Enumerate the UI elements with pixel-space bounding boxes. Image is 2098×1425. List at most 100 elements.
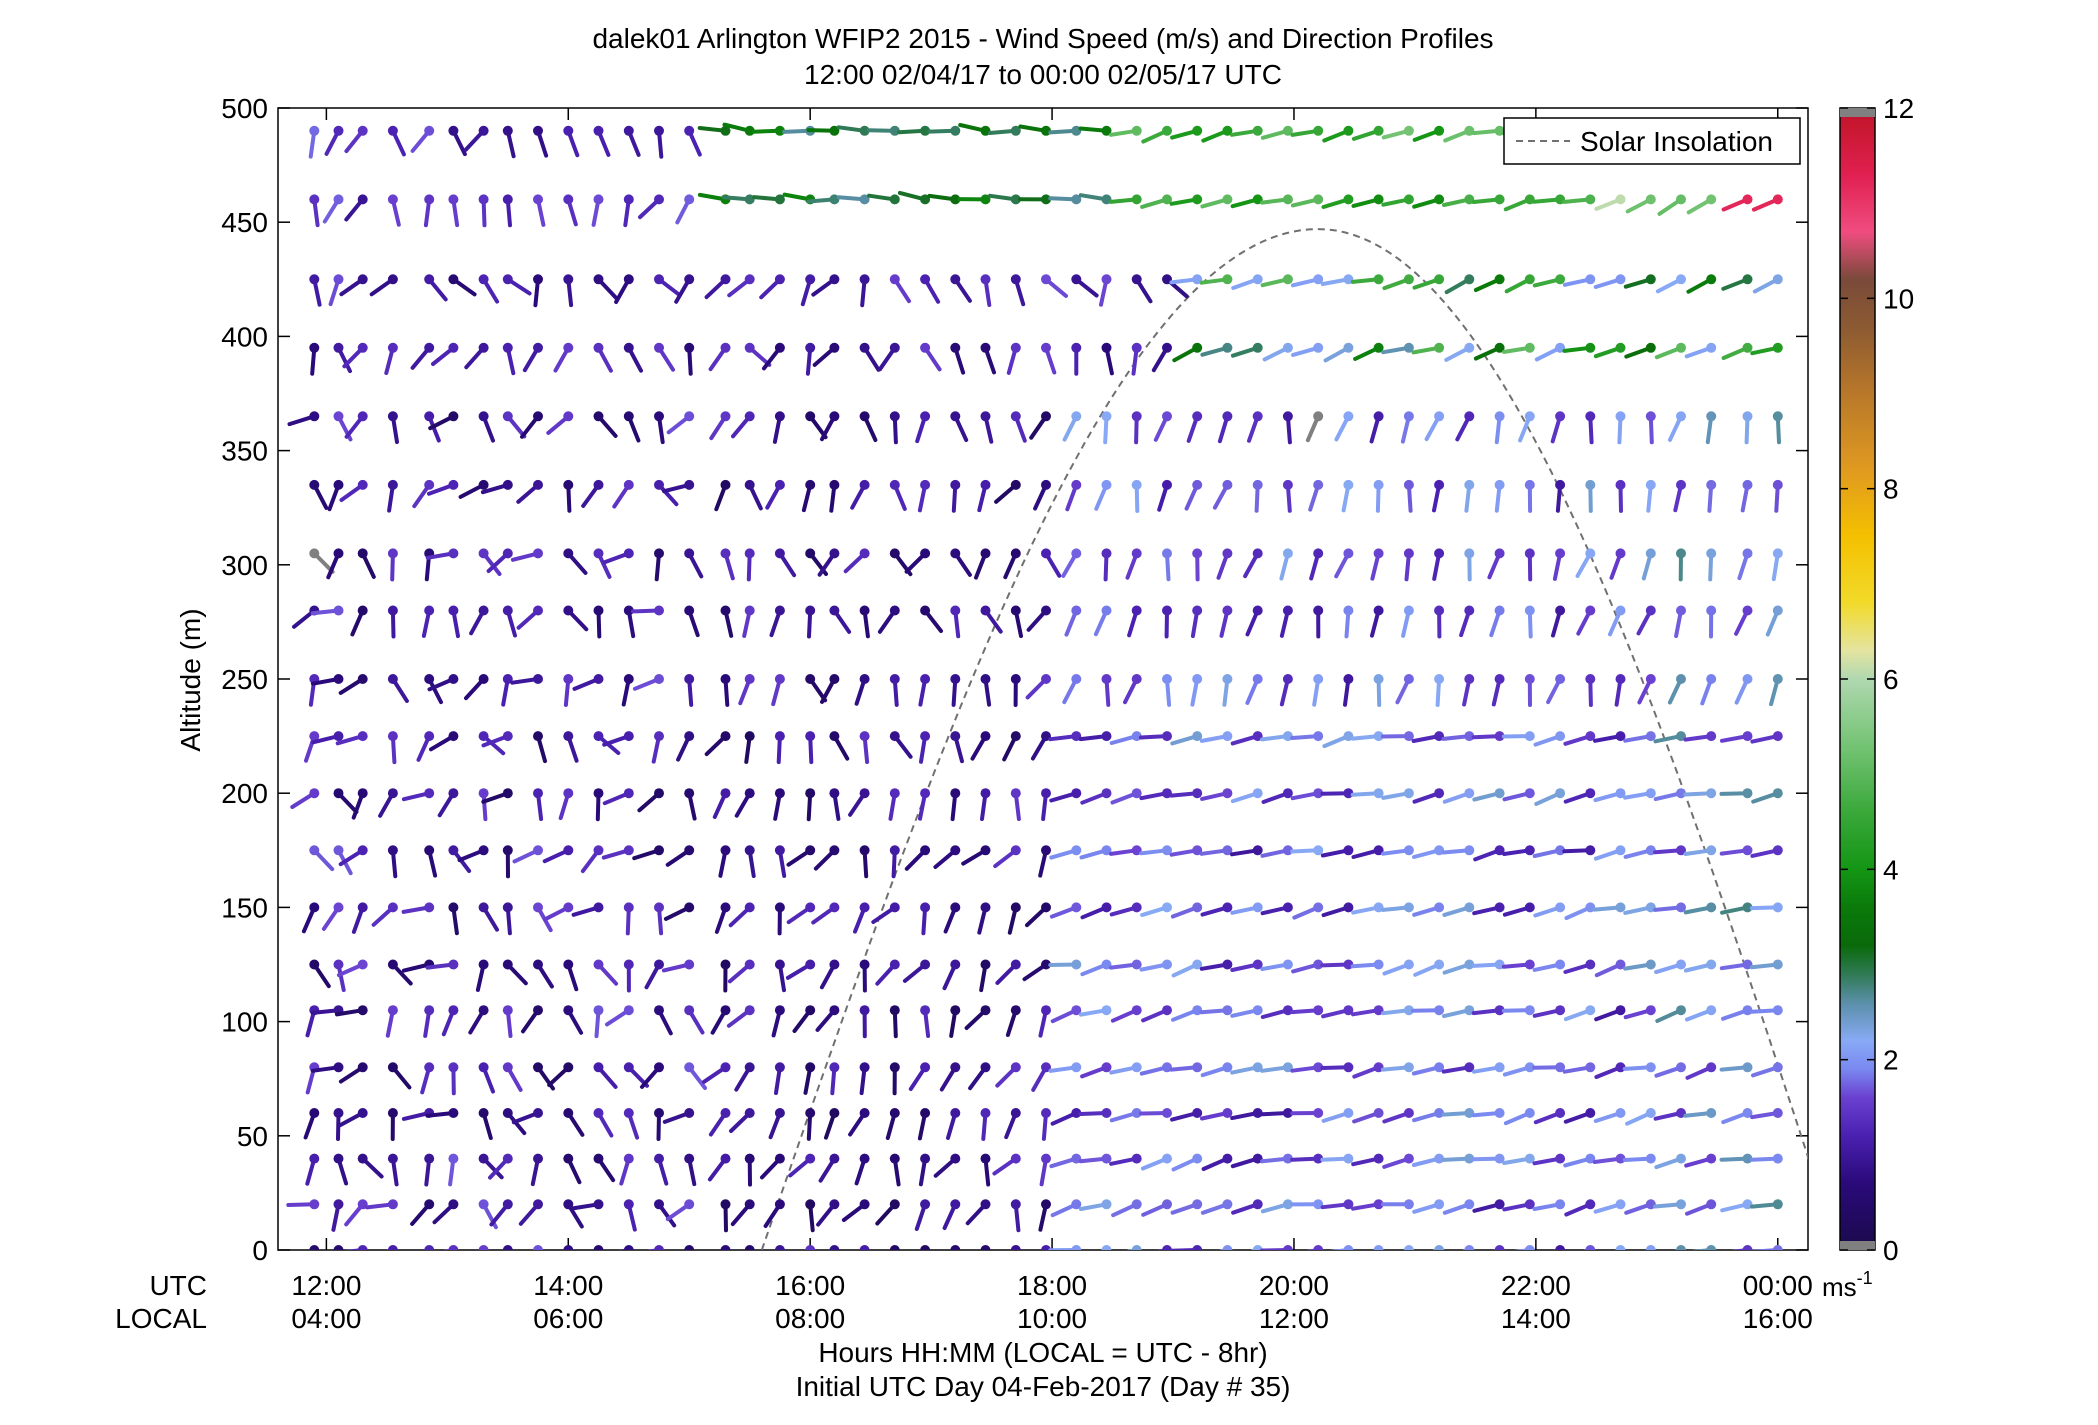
wind-barb-dot: [859, 194, 870, 205]
wind-barb-dot: [1041, 605, 1051, 616]
wind-barb-dot: [478, 788, 489, 799]
wind-barb-dot: [1464, 274, 1475, 285]
wind-barb-dot: [1403, 1199, 1414, 1210]
wind-barb-dot: [1010, 731, 1021, 742]
wind-barb-dot: [333, 194, 344, 205]
wind-barb-dot: [533, 411, 543, 422]
wind-barb-dot: [1373, 788, 1384, 799]
wind-barb-dot: [593, 1062, 604, 1073]
wind-barb-dot: [623, 479, 634, 490]
wind-barb-dot: [1494, 1108, 1505, 1118]
wind-barb-dot: [1585, 1199, 1596, 1210]
wind-barb-dot: [1706, 1108, 1717, 1118]
wind-barb-dot: [720, 479, 731, 490]
wind-barb-dot: [920, 1153, 931, 1164]
wind-barb-dot: [502, 411, 513, 422]
wind-barb-dot: [1313, 342, 1324, 353]
wind-barb-dot: [502, 1005, 513, 1016]
wind-barb-dot: [829, 1153, 840, 1164]
wind-barb-dot: [1464, 674, 1475, 684]
wind-barb-dot: [1373, 548, 1384, 559]
wind-barb-dot: [1742, 1245, 1753, 1250]
wind-barb-dot: [1071, 342, 1082, 353]
wind-barb-dot: [950, 605, 961, 616]
wind-barb-dot: [387, 125, 398, 136]
wind-barb-dot: [309, 411, 320, 422]
wind-barb-dot: [1615, 959, 1626, 970]
wind-barb-shaft: [776, 1248, 782, 1250]
wind-barb-dot: [1313, 125, 1324, 136]
wind-barb-dot: [623, 1062, 634, 1073]
wind-barb-dot: [774, 1062, 785, 1073]
wind-barb-dot: [593, 959, 604, 970]
wind-barb-dot: [980, 902, 991, 913]
wind-barb-dot: [448, 1062, 459, 1073]
wind-barb-dot: [684, 605, 695, 616]
wind-barb-shaft: [922, 1248, 928, 1250]
wind-barb-dot: [563, 959, 574, 970]
wind-barb-dot: [593, 731, 604, 742]
wind-barb-dot: [623, 605, 634, 616]
wind-barb-dot: [1434, 1062, 1445, 1073]
wind-barb-dot: [1162, 959, 1172, 970]
wind-barb-dot: [1373, 194, 1384, 205]
wind-barb-dot: [774, 1153, 785, 1164]
wind-barb-dot: [424, 194, 435, 205]
colorbar-tick-label: 12: [1883, 93, 1914, 124]
wind-barb-dot: [1645, 342, 1656, 353]
wind-barb-dot: [920, 605, 931, 616]
wind-barb-dot: [1403, 125, 1414, 136]
wind-barb-dot: [829, 1005, 840, 1016]
wind-barb-dot: [478, 125, 489, 136]
wind-barb-dot: [805, 902, 816, 913]
wind-barb-dot: [1192, 1199, 1203, 1210]
wind-barb-dot: [980, 1153, 991, 1164]
wind-barb-dot: [448, 479, 459, 490]
wind-barb-dot: [1010, 194, 1021, 205]
wind-barb-dot: [1403, 1245, 1414, 1250]
wind-barb-dot: [478, 959, 489, 970]
wind-barb-dot: [387, 902, 398, 913]
wind-barb-dot: [563, 479, 574, 490]
wind-barb-dot: [387, 548, 398, 559]
wind-barb-dot: [829, 342, 840, 353]
wind-barb-dot: [478, 845, 489, 856]
wind-barb-dot: [309, 125, 320, 136]
wind-barb-dot: [829, 1245, 840, 1250]
wind-barb-shaft: [1012, 1248, 1018, 1250]
wind-barb-dot: [1343, 1062, 1354, 1073]
x-tick-label-local: 10:00: [1017, 1303, 1087, 1334]
wind-barb-dot: [980, 1062, 991, 1073]
wind-barb-dot: [1252, 788, 1263, 799]
x-axis-sublabel: Initial UTC Day 04-Feb-2017 (Day # 35): [796, 1371, 1291, 1402]
wind-barb-dot: [1343, 342, 1354, 353]
wind-barb-dot: [950, 1153, 961, 1164]
wind-barb-dot: [980, 548, 991, 559]
y-tick-label: 250: [221, 664, 268, 695]
wind-barb-dot: [1434, 548, 1445, 559]
wind-barb-dot: [1555, 1108, 1566, 1118]
wind-barb-dot: [744, 1005, 755, 1016]
colorbar-tick-label: 4: [1883, 854, 1899, 885]
wind-barb-dot: [1403, 1153, 1414, 1164]
wind-barb-dot: [1555, 788, 1566, 799]
wind-barb-dot: [829, 125, 840, 136]
wind-barb-shaft: [1126, 1248, 1139, 1250]
wind-barb-dot: [1071, 274, 1082, 285]
wind-barb-dot: [720, 845, 731, 856]
wind-barb-dot: [309, 274, 320, 285]
wind-barb-dot: [533, 125, 543, 136]
wind-barb-dot: [1524, 1153, 1535, 1164]
wind-barb-dot: [1772, 194, 1783, 205]
wind-barb-dot: [1615, 605, 1626, 616]
wind-barb-dot: [744, 125, 755, 136]
wind-barb-dot: [1585, 1245, 1596, 1250]
wind-barb-dot: [1101, 674, 1112, 684]
wind-barb-dot: [1041, 902, 1051, 913]
wind-barb-dot: [980, 731, 991, 742]
wind-barb-dot: [478, 605, 489, 616]
wind-barb-dot: [1645, 788, 1656, 799]
wind-barb-dot: [424, 1199, 435, 1210]
wind-barb-dot: [720, 125, 731, 136]
wind-barb-dot: [684, 959, 695, 970]
